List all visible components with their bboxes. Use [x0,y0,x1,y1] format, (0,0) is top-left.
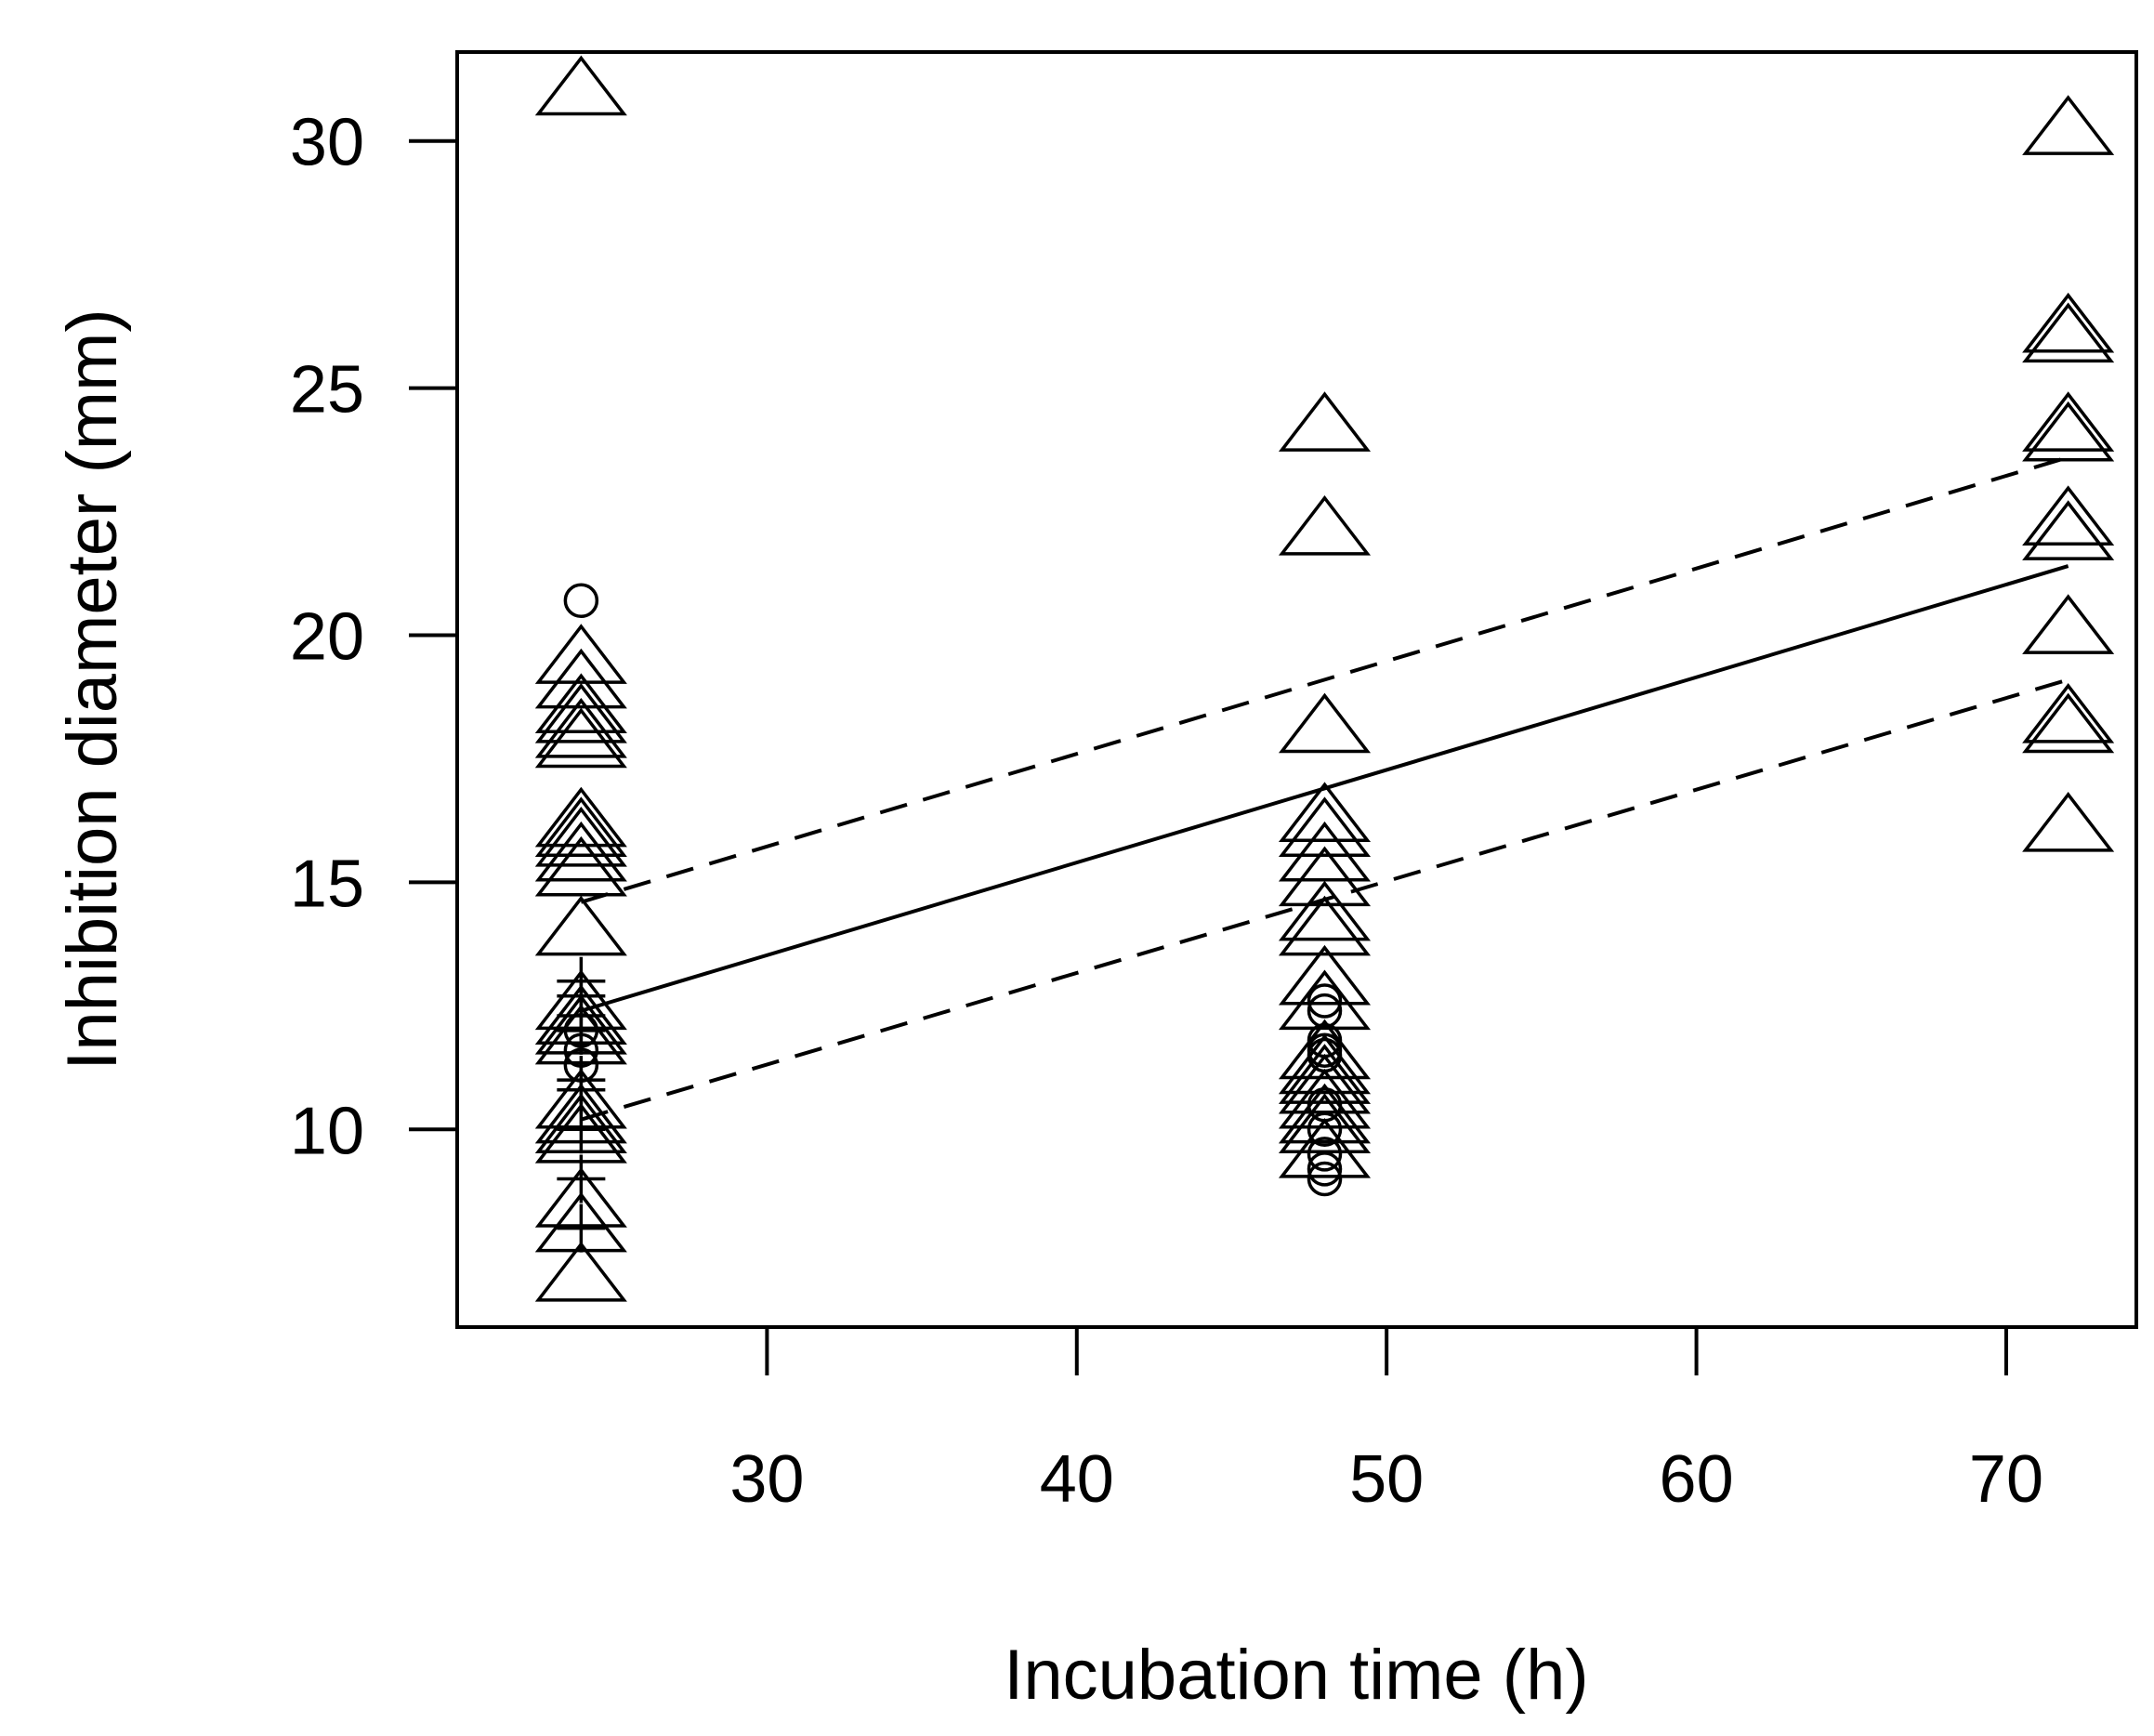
x-tick-label: 30 [729,1442,804,1517]
x-axis-title: Incubation time (h) [1004,1636,1588,1715]
plus-marker [557,1203,606,1253]
triangle-marker [534,683,627,743]
y-axis-title: Inhibition diameter (mm) [53,309,132,1070]
y-axis: 10 15 20 25 30 [290,106,457,1168]
data-markers [534,55,2115,1302]
circle-marker [1307,1086,1343,1123]
triangle-marker [534,55,627,116]
triangle-marker [1278,1044,1372,1104]
triangle-marker [1278,944,1372,1006]
triangle-marker [1278,1019,1372,1080]
triangle-marker [1278,796,1372,857]
triangle-marker [2022,500,2115,560]
x-axis: 30 40 50 60 70 [729,1327,2043,1517]
x-tick-label: 70 [1969,1442,2043,1517]
y-tick-label: 15 [290,847,364,921]
triangle-marker [1278,880,1372,941]
y-tick-label: 30 [290,106,364,180]
circle-marker [1307,1111,1343,1148]
triangle-marker [1278,391,1372,452]
triangle-marker [1278,494,1372,556]
circle-marker [1307,1022,1343,1059]
triangle-marker [1278,692,1372,754]
triangle-marker [1278,895,1372,956]
triangle-marker [2022,692,2115,754]
triangle-marker [534,673,627,734]
triangle-marker [2022,391,2115,452]
plus-marker [557,1154,606,1203]
confidence-band-line [580,455,2069,904]
triangle-marker [2022,302,2115,363]
x-tick-label: 40 [1040,1442,1114,1517]
triangle-marker [2022,292,2115,353]
circle-marker [1307,993,1343,1029]
y-tick-label: 10 [290,1094,364,1168]
y-tick-label: 25 [290,353,364,427]
triangle-marker [1278,1068,1372,1129]
triangle-marker [1278,1033,1372,1095]
y-tick-label: 20 [290,600,364,675]
triangle-marker [534,895,627,956]
triangle-marker [2022,792,2115,852]
triangle-marker [534,648,627,709]
triangle-marker [2022,594,2115,654]
triangle-marker [1278,1117,1372,1178]
triangle-marker [1278,782,1372,843]
plus-marker [557,1006,606,1055]
triangle-marker [534,806,627,867]
triangle-marker [534,697,627,758]
x-tick-label: 60 [1660,1442,1734,1517]
fit-line [580,564,2069,1013]
circle-marker [1307,1151,1343,1187]
plot-frame [455,50,2138,1329]
triangle-marker [2022,683,2115,743]
circle-marker [563,583,599,619]
triangle-marker [2022,95,2115,155]
triangle-marker [534,835,627,897]
circle-marker [1307,1137,1343,1172]
triangle-marker [534,707,627,769]
plus-marker [557,1105,606,1154]
triangle-marker [534,624,627,684]
x-tick-label: 50 [1349,1442,1424,1517]
circle-marker [1307,983,1343,1019]
triangle-marker [1278,846,1372,907]
triangle-marker [534,796,627,857]
circle-marker [1307,1161,1343,1197]
triangle-marker [2022,485,2115,546]
triangle-marker [2022,401,2115,462]
triangle-marker [1278,1083,1372,1144]
triangle-marker [534,821,627,882]
triangle-marker [534,1241,627,1302]
circle-marker [1307,1037,1343,1073]
triangle-marker [1278,821,1372,882]
triangle-marker [534,786,627,848]
